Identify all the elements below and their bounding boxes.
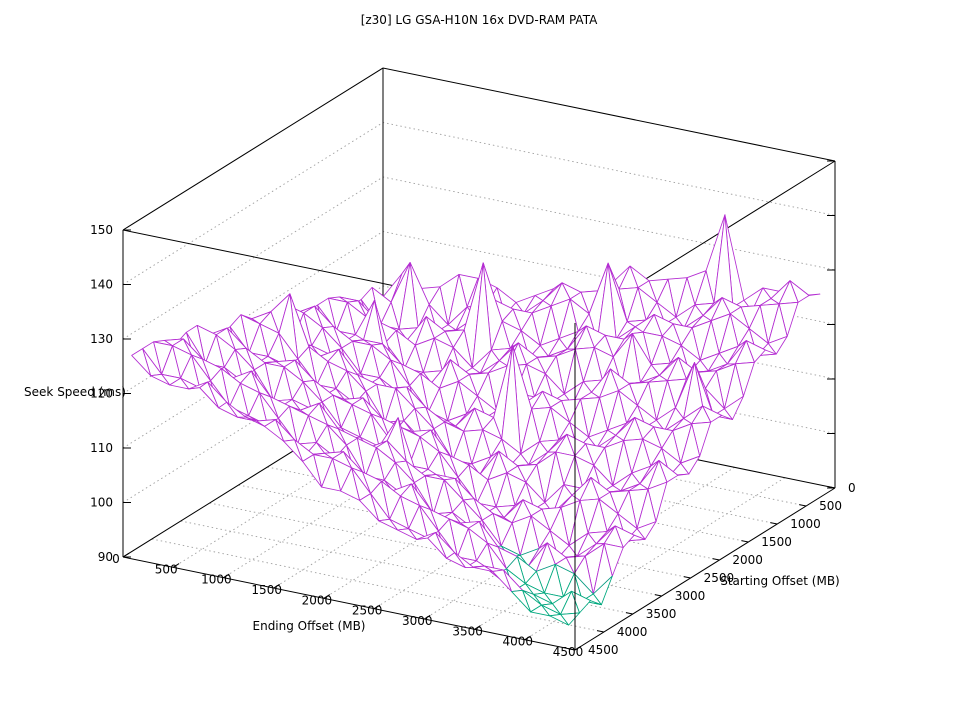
surface-mesh-cell: [530, 604, 551, 617]
z-tick-label: 110: [90, 441, 113, 455]
z-tick-label: 120: [90, 387, 113, 401]
surface-mesh-cell: [397, 528, 418, 540]
z-tick-label: 100: [90, 496, 113, 510]
x-axis-line: [122, 556, 576, 651]
y-tick-mark: [596, 630, 604, 633]
surface-mesh-cell: [264, 419, 285, 442]
box-top-back-edges: [122, 67, 836, 231]
x-tick-mark: [424, 614, 431, 620]
y-axis-line: [574, 487, 836, 651]
z-tick-label: 150: [90, 223, 113, 237]
y-tick-label: 500: [819, 499, 842, 513]
y-tick-label: 4500: [588, 643, 619, 657]
surface-mesh-cell: [188, 381, 209, 390]
y-tick-mark: [799, 504, 807, 507]
y-tick-mark: [683, 576, 691, 579]
z-tick-label: 90: [98, 550, 113, 564]
x-tick-label: 1000: [201, 573, 232, 587]
y-tick-mark: [741, 540, 749, 543]
z-tick-label: 140: [90, 278, 113, 292]
x-tick-label: 4000: [503, 635, 534, 649]
surface-mesh-cell: [492, 569, 513, 593]
surface-mesh-cell: [416, 531, 437, 540]
x-tick-mark: [373, 604, 381, 610]
surface-mesh-cell: [283, 439, 304, 462]
z-tick-label: 130: [90, 332, 113, 346]
y-tick-label: 2500: [704, 571, 735, 585]
y-tick-label: 3500: [646, 607, 677, 621]
surface-mesh-cell: [207, 381, 228, 409]
x-tick-label: 2500: [352, 604, 383, 618]
surface-mesh-cell: [340, 467, 361, 501]
chart-title: [z30] LG GSA-H10N 16x DVD-RAM PATA: [361, 13, 598, 27]
y-axis-title: Starting Offset (MB): [720, 574, 840, 588]
x-tick-label: 500: [155, 562, 178, 576]
x-tick-label: 4500: [553, 645, 584, 659]
surface-mesh-cell: [245, 416, 266, 427]
x-axis-title: Ending Offset (MB): [253, 619, 366, 633]
y-tick-label: 4000: [617, 625, 648, 639]
surface-mesh-cell: [511, 589, 532, 613]
surface-mesh-cell: [473, 565, 494, 572]
y-tick-label: 3000: [675, 589, 706, 603]
y-tick-label: 1000: [790, 517, 821, 531]
x-tick-mark: [172, 563, 180, 568]
x-tick-label: 0: [112, 552, 120, 566]
surface-mesh-cell: [150, 373, 171, 386]
surface-mesh-cell: [435, 531, 456, 559]
surface-mesh-cell: [321, 458, 342, 492]
floor-gridline-y: [180, 520, 633, 615]
x-tick-mark: [273, 583, 280, 589]
y-tick-label: 0: [848, 481, 856, 495]
surface-mesh-cell: [169, 377, 190, 390]
x-tick-label: 3500: [452, 624, 483, 638]
surface-mesh-cell: [131, 348, 152, 377]
floor-gridline-y: [209, 502, 662, 597]
x-tick-mark: [223, 573, 230, 579]
x-tick-mark: [122, 552, 130, 558]
floor-gridline-y: [151, 538, 604, 633]
surface-mesh-cell: [454, 552, 475, 569]
x-tick-mark: [524, 635, 531, 641]
z-axis-title: Seek Speed (ms): [24, 385, 126, 399]
surface-mesh-cell: [359, 493, 380, 522]
y-tick-mark: [568, 648, 576, 651]
surface-mesh-cell: [549, 613, 570, 626]
surface-mesh-cell: [302, 454, 323, 488]
y-tick-label: 1500: [761, 535, 792, 549]
y-tick-mark: [712, 558, 720, 561]
x-tick-label: 1500: [251, 583, 282, 597]
surface-mesh-cell: [378, 518, 399, 531]
surface-mesh-cell: [226, 401, 247, 418]
floor-gridline-x: [172, 404, 434, 568]
y-tick-mark: [770, 522, 778, 525]
x-tick-label: 3000: [402, 614, 433, 628]
y-tick-mark: [654, 594, 662, 597]
x-tick-label: 2000: [302, 593, 333, 607]
y-tick-label: 2000: [732, 553, 763, 567]
floor-gridline-x: [524, 477, 786, 641]
x-tick-mark: [474, 625, 481, 630]
y-tick-mark: [625, 612, 633, 615]
x-tick-mark: [323, 594, 331, 599]
